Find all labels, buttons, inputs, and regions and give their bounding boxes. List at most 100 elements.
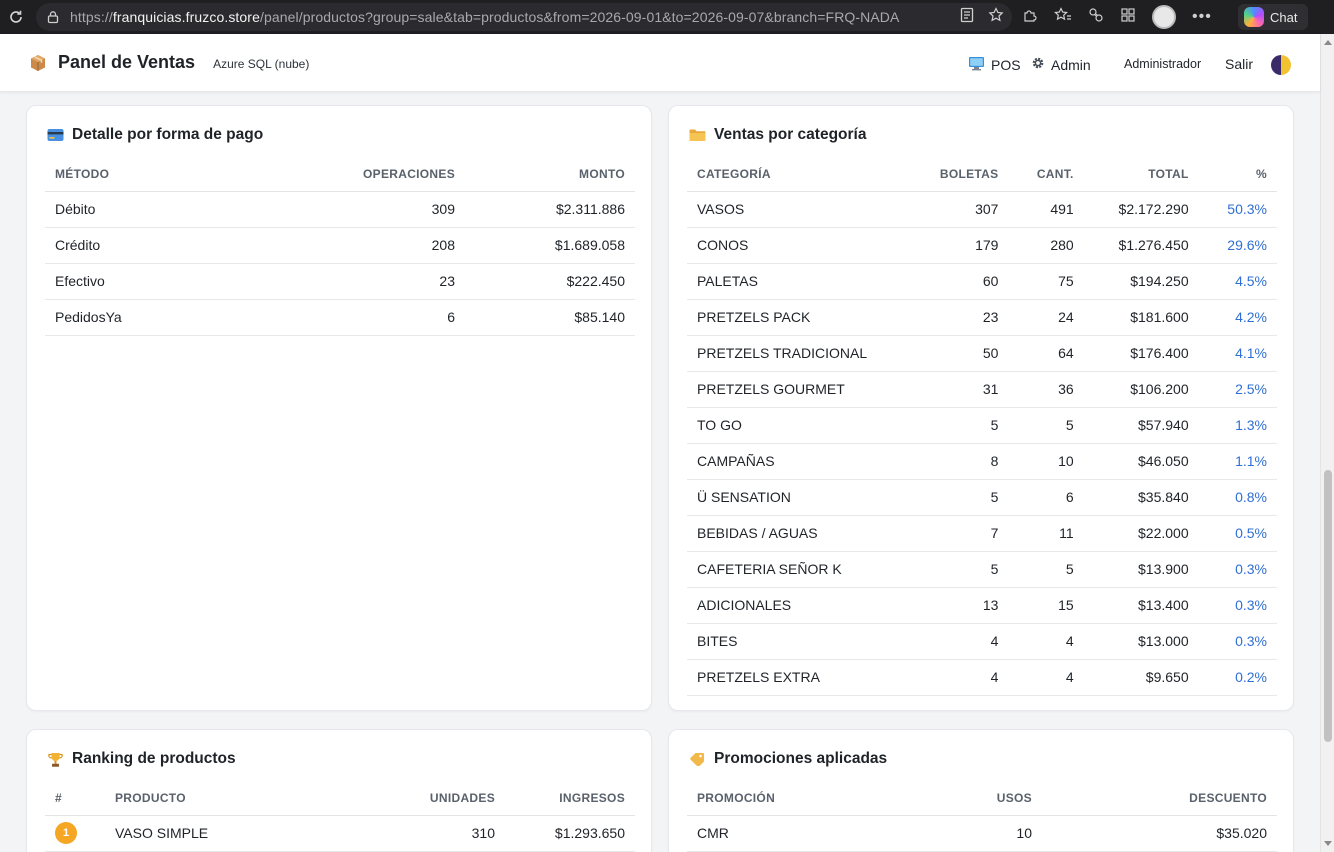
- monitor-icon: [968, 56, 985, 74]
- quantity-cell: 75: [1008, 263, 1084, 300]
- operations-cell: 309: [245, 191, 465, 228]
- promotions-title-text: Promociones aplicadas: [714, 750, 888, 767]
- percent-cell: 0.3%: [1198, 587, 1277, 624]
- total-cell: $35.840: [1083, 479, 1199, 516]
- site-info-icon[interactable]: [46, 10, 64, 24]
- profile-avatar[interactable]: [1152, 5, 1176, 29]
- total-cell: $13.400: [1083, 587, 1199, 624]
- table-row: PedidosYa 6 $85.140: [45, 299, 635, 336]
- app-header: Panel de Ventas Azure SQL (nube) POS Adm…: [0, 34, 1320, 92]
- table-row: ADICIONALES 13 15 $13.400 0.3%: [687, 587, 1277, 624]
- workspaces-icon[interactable]: [1120, 7, 1136, 28]
- chat-label: Chat: [1270, 9, 1298, 25]
- table-row: Débito 309 $2.311.886: [45, 191, 635, 228]
- percent-cell: 29.6%: [1198, 227, 1277, 264]
- copilot-chat-button[interactable]: Chat: [1238, 4, 1308, 30]
- percent-cell: 4.1%: [1198, 335, 1277, 372]
- reload-icon[interactable]: [0, 0, 32, 34]
- favorites-icon[interactable]: [1054, 6, 1072, 28]
- promotions-table: PROMOCIÓN USOS DESCUENTO CMR 10 $35.020: [687, 781, 1277, 852]
- table-row: VASOS 307 491 $2.172.290 50.3%: [687, 191, 1277, 228]
- percent-cell: 50.3%: [1198, 191, 1277, 228]
- category-name-cell: PRETZELS GOURMET: [687, 371, 921, 408]
- reader-mode-icon[interactable]: [960, 7, 974, 28]
- tickets-cell: 7: [920, 515, 1009, 552]
- admin-link[interactable]: Admin: [1031, 56, 1091, 73]
- table-row: Crédito 208 $1.689.058: [45, 227, 635, 264]
- col-categoria: CATEGORÍA: [687, 157, 921, 192]
- sales-by-category-title: Ventas por categoría: [689, 126, 866, 144]
- total-cell: $13.000: [1083, 623, 1199, 660]
- quantity-cell: 24: [1008, 299, 1084, 336]
- scroll-down-arrow-icon[interactable]: [1324, 841, 1332, 846]
- sales-by-category-title-text: Ventas por categoría: [714, 126, 867, 143]
- percent-cell: 4.2%: [1198, 299, 1277, 336]
- quantity-cell: 64: [1008, 335, 1084, 372]
- table-row: Ü SENSATION 5 6 $35.840 0.8%: [687, 479, 1277, 516]
- quantity-cell: 491: [1008, 191, 1084, 228]
- folder-icon: [689, 128, 706, 142]
- quantity-cell: 5: [1008, 407, 1084, 444]
- amount-cell: $222.450: [465, 263, 635, 300]
- scrollbar-thumb[interactable]: [1324, 470, 1332, 742]
- table-row: CAMPAÑAS 8 10 $46.050 1.1%: [687, 443, 1277, 480]
- address-bar[interactable]: https://franquicias.fruzco.store/panel/p…: [36, 3, 1012, 31]
- payment-method-cell: Efectivo: [45, 263, 245, 300]
- col-unidades: UNIDADES: [365, 781, 505, 816]
- operations-cell: 23: [245, 263, 465, 300]
- col-operaciones: OPERACIONES: [245, 157, 465, 192]
- logout-link[interactable]: Salir: [1225, 56, 1254, 72]
- table-row: PRETZELS EXTRA 4 4 $9.650 0.2%: [687, 659, 1277, 696]
- quantity-cell: 4: [1008, 659, 1084, 696]
- amount-cell: $2.311.886: [465, 191, 635, 228]
- table-row: PRETZELS TRADICIONAL 50 64 $176.400 4.1%: [687, 335, 1277, 372]
- favorite-star-icon[interactable]: [988, 6, 1004, 28]
- tickets-cell: 4: [920, 659, 1009, 696]
- product-cell: VASO SIMPLE: [105, 815, 365, 852]
- trophy-icon: [47, 752, 64, 767]
- revenue-cell: $1.293.650: [505, 815, 635, 852]
- product-ranking-card: Ranking de productos # PRODUCTO UNIDADES…: [26, 729, 652, 852]
- scroll-up-arrow-icon[interactable]: [1324, 40, 1332, 45]
- category-name-cell: VASOS: [687, 191, 921, 228]
- payment-method-cell: PedidosYa: [45, 299, 245, 336]
- total-cell: $1.276.450: [1083, 227, 1199, 264]
- page-scrollbar[interactable]: [1320, 34, 1334, 852]
- payment-method-cell: Crédito: [45, 227, 245, 264]
- user-name: Administrador: [1124, 57, 1202, 71]
- amount-cell: $1.689.058: [465, 227, 635, 264]
- collections-icon[interactable]: [1088, 7, 1104, 28]
- extensions-icon[interactable]: [1022, 7, 1038, 28]
- table-row: 1 VASO SIMPLE 310 $1.293.650: [45, 815, 635, 852]
- category-name-cell: CAFETERIA SEÑOR K: [687, 551, 921, 588]
- user-avatar[interactable]: [1271, 55, 1291, 75]
- admin-label: Admin: [1051, 56, 1091, 73]
- payment-methods-title-text: Detalle por forma de pago: [72, 126, 264, 143]
- tickets-cell: 5: [920, 551, 1009, 588]
- sales-by-category-card: Ventas por categoría CATEGORÍA BOLETAS C…: [668, 105, 1294, 711]
- quantity-cell: 280: [1008, 227, 1084, 264]
- pos-label: POS: [991, 57, 1021, 73]
- tickets-cell: 23: [920, 299, 1009, 336]
- percent-cell: 2.5%: [1198, 371, 1277, 408]
- table-row: BEBIDAS / AGUAS 7 11 $22.000 0.5%: [687, 515, 1277, 552]
- product-ranking-title: Ranking de productos: [47, 750, 236, 768]
- category-name-cell: PALETAS: [687, 263, 921, 300]
- payment-methods-table: MÉTODO OPERACIONES MONTO Débito 309 $2.311…: [45, 157, 635, 336]
- browser-toolbar: https://franquicias.fruzco.store/panel/p…: [0, 0, 1334, 34]
- copilot-icon: [1244, 7, 1264, 27]
- tickets-cell: 50: [920, 335, 1009, 372]
- table-row: PRETZELS PACK 23 24 $181.600 4.2%: [687, 299, 1277, 336]
- units-cell: 310: [365, 815, 505, 852]
- payment-method-cell: Débito: [45, 191, 245, 228]
- percent-cell: 4.5%: [1198, 263, 1277, 300]
- quantity-cell: 6: [1008, 479, 1084, 516]
- package-box-icon: [28, 53, 48, 73]
- table-row: CAFETERIA SEÑOR K 5 5 $13.900 0.3%: [687, 551, 1277, 588]
- more-options-icon[interactable]: •••: [1192, 8, 1212, 25]
- quantity-cell: 11: [1008, 515, 1084, 552]
- pos-link[interactable]: POS: [968, 56, 1021, 74]
- url-text: https://franquicias.fruzco.store/panel/p…: [70, 9, 900, 25]
- category-name-cell: CONOS: [687, 227, 921, 264]
- tag-icon: [689, 752, 706, 767]
